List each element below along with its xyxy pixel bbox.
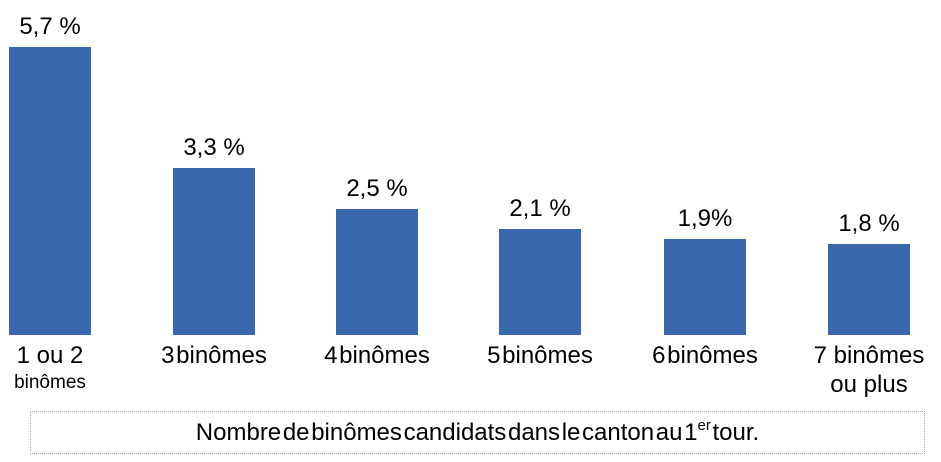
caption-superscript: er bbox=[697, 416, 711, 434]
bar-column: 5,7 % bbox=[9, 0, 91, 335]
caption-suffix: tour. bbox=[710, 418, 760, 446]
bar bbox=[499, 228, 581, 335]
bar bbox=[173, 168, 255, 335]
bar-value-label: 5,7 % bbox=[19, 13, 81, 41]
bar-value-label: 2,5 % bbox=[346, 174, 408, 202]
category-line-2: ou plus bbox=[830, 371, 908, 398]
bar-value-label: 1,9% bbox=[677, 205, 733, 233]
category-label: 3 binômes bbox=[129, 341, 299, 370]
bar-column: 1,9% bbox=[664, 0, 746, 335]
bar-column: 3,3 % bbox=[173, 0, 255, 335]
category-line-1: 5 binômes bbox=[487, 342, 593, 369]
bar-column: 2,5 % bbox=[336, 0, 418, 335]
bar bbox=[9, 47, 91, 335]
bar bbox=[336, 208, 418, 335]
bar-column: 2,1 % bbox=[499, 0, 581, 335]
category-line-1: 4 binômes bbox=[324, 342, 430, 369]
category-label: 4 binômes bbox=[292, 341, 462, 370]
caption-text: Nombre de binômes candidats dans le cant… bbox=[195, 416, 760, 447]
category-line-1: 3 binômes bbox=[161, 342, 267, 369]
category-line-1: 6 binômes bbox=[652, 342, 758, 369]
bar bbox=[828, 244, 910, 335]
category-line-1: 7 binômes bbox=[813, 342, 925, 369]
category-label: 6 binômes bbox=[620, 341, 790, 370]
bar bbox=[664, 239, 746, 335]
caption-prefix: Nombre de binômes candidats dans le cant… bbox=[195, 418, 698, 446]
category-label: 7 binômes ou plus bbox=[784, 341, 941, 399]
category-label: 1 ou 2 binômes bbox=[0, 341, 135, 395]
bar-value-label: 2,1 % bbox=[509, 194, 571, 222]
bar-value-label: 1,8 % bbox=[838, 210, 900, 238]
category-line-1: 1 ou 2 bbox=[16, 342, 84, 369]
caption-box: Nombre de binômes candidats dans le cant… bbox=[30, 411, 925, 454]
category-line-2: binômes bbox=[14, 372, 86, 393]
category-label: 5 binômes bbox=[455, 341, 625, 370]
bar-value-label: 3,3 % bbox=[183, 134, 245, 162]
bar-column: 1,8 % bbox=[828, 0, 910, 335]
